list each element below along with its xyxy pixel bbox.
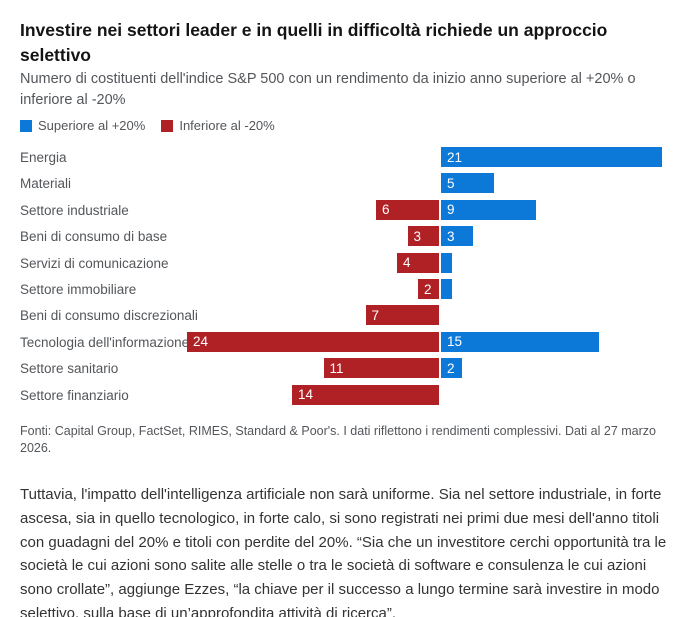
category-label: Materiali — [20, 176, 72, 192]
bar-positive: 3 — [441, 226, 473, 247]
bar-positive: 2 — [441, 358, 462, 379]
category-label: Settore industriale — [20, 202, 129, 218]
chart-subtitle: Numero di costituenti dell'indice S&P 50… — [20, 71, 636, 108]
bar-positive: 5 — [441, 173, 494, 194]
bar-value: 3 — [413, 228, 422, 244]
category-label: Tecnologia dell'informazione — [20, 334, 190, 350]
bar-value: 7 — [371, 307, 380, 323]
bar-negative: 14 — [292, 384, 439, 405]
bar-negative: 7 — [365, 305, 439, 326]
chart-row: Settore industriale 6 9 — [0, 199, 676, 220]
bar-value: 2 — [447, 360, 455, 376]
bar-positive — [441, 252, 452, 273]
category-label: Beni di consumo discrezionali — [20, 308, 198, 324]
chart-row: Beni di consumo discrezionali 7 — [0, 305, 676, 326]
bar-negative: 3 — [407, 226, 439, 247]
category-label: Settore sanitario — [20, 361, 119, 377]
legend-swatch-red-icon — [161, 119, 174, 132]
legend-label-negative: Inferiore al -20% — [179, 118, 275, 133]
bar-value: 24 — [193, 334, 209, 350]
bar-negative: 11 — [323, 358, 439, 379]
bar-value: 5 — [447, 175, 455, 191]
bar-value: 11 — [329, 360, 344, 376]
bar-value: 14 — [298, 387, 314, 403]
category-label: Settore immobiliare — [20, 282, 137, 297]
bar-positive — [441, 279, 452, 299]
bar-positive: 15 — [441, 331, 599, 352]
bar-negative: 4 — [397, 252, 439, 273]
bar-value: 15 — [447, 334, 463, 350]
bar-value: 6 — [382, 202, 390, 218]
legend-item-positive: Superiore al +20% — [20, 118, 145, 133]
category-label: Beni di consumo di base — [20, 229, 168, 245]
chart-row: Settore immobiliare 2 — [0, 279, 676, 299]
bar-negative: 6 — [376, 199, 439, 220]
bar-value: 21 — [447, 149, 463, 165]
chart-row: Settore sanitario 11 2 — [0, 358, 676, 379]
source-note: Fonti: Capital Group, FactSet, RIMES, St… — [20, 424, 656, 455]
diverging-bar-chart: Energia 21 Materiali 5 Settore industriale 6 9… — [0, 147, 676, 413]
chart-row: Beni di consumo di base 3 3 — [0, 226, 676, 247]
bar-value: 2 — [424, 281, 432, 297]
bar-value: 4 — [403, 255, 411, 271]
chart-row: Materiali 5 — [0, 173, 676, 194]
bar-negative: 2 — [418, 279, 439, 299]
bar-negative: 24 — [187, 331, 439, 352]
chart-row: Servizi di comunicazione 4 — [0, 252, 676, 273]
category-label: Settore finanziario — [20, 387, 129, 403]
chart-row: Tecnologia dell'informazione 24 15 — [0, 331, 676, 352]
chart-row: Settore finanziario 14 — [0, 384, 676, 405]
legend-swatch-blue-icon — [20, 119, 32, 132]
bar-positive: 21 — [441, 147, 662, 167]
bar-positive: 9 — [441, 199, 536, 220]
page-title: Investire nei settori leader e in quelli… — [20, 19, 608, 65]
body-paragraph: Tuttavia, l'impatto dell'intelligenza ar… — [20, 486, 667, 617]
bar-value: 3 — [447, 228, 455, 244]
legend-item-negative: Inferiore al -20% — [161, 118, 275, 133]
category-label: Energia — [20, 150, 67, 165]
bar-value: 9 — [447, 202, 455, 218]
chart-row: Energia 21 — [0, 147, 676, 167]
chart-legend: Superiore al +20% Inferiore al -20% — [20, 118, 291, 133]
legend-label-positive: Superiore al +20% — [38, 118, 146, 133]
category-label: Servizi di comunicazione — [20, 255, 169, 271]
